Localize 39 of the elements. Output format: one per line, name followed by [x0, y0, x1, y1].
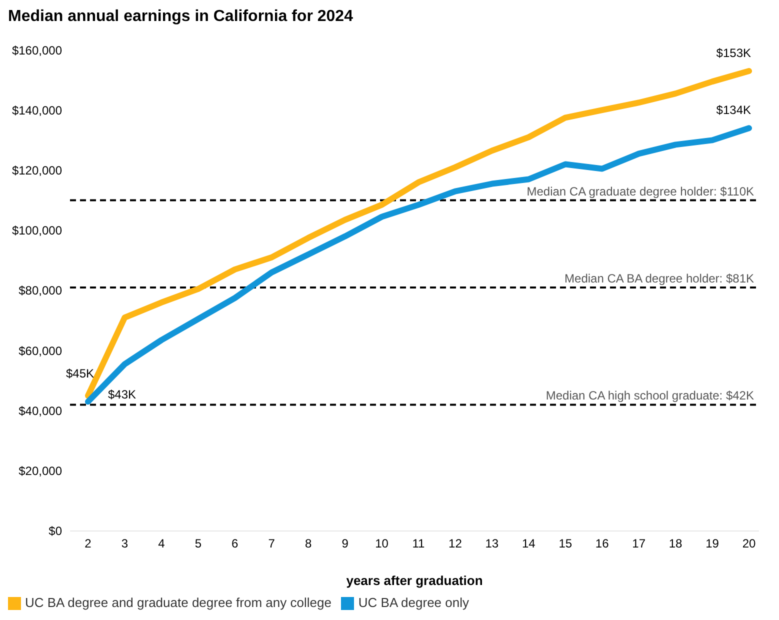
y-tick-label: $60,000 [18, 344, 62, 358]
x-tick-label: 2 [84, 536, 92, 550]
x-tick-label: 20 [742, 536, 756, 550]
x-tick-label: 4 [158, 536, 166, 550]
x-tick-label: 7 [268, 536, 276, 550]
x-tick-label: 12 [448, 536, 462, 550]
chart-title: Median annual earnings in California for 2024 [8, 8, 354, 26]
data-label: $43K [108, 388, 136, 402]
data-label: $153K [716, 46, 751, 60]
x-tick-label: 16 [595, 536, 610, 550]
ref-line-label: Median CA BA degree holder: $81K [564, 271, 754, 286]
y-tick-label: $140,000 [12, 103, 62, 118]
y-tick-label: $40,000 [18, 404, 62, 418]
y-tick-label: $80,000 [18, 284, 62, 298]
y-tick-label: $0 [48, 524, 62, 538]
x-tick-label: 10 [375, 536, 389, 550]
x-tick-label: 8 [304, 536, 312, 550]
x-axis-title: years after graduation [346, 572, 483, 588]
x-tick-label: 11 [412, 536, 426, 550]
y-tick-label: $20,000 [18, 464, 62, 478]
x-tick-label: 15 [558, 536, 572, 550]
x-tick-label: 5 [194, 536, 202, 550]
x-tick-label: 13 [485, 536, 499, 550]
x-tick-label: 6 [232, 536, 239, 550]
y-tick-label: $100,000 [12, 224, 62, 238]
x-tick-label: 19 [706, 536, 720, 550]
x-tick-label: 9 [342, 536, 349, 550]
data-label: $134K [716, 103, 751, 118]
x-tick-label: 18 [668, 536, 683, 550]
x-tick-label: 3 [121, 536, 128, 550]
data-label: $45K [66, 366, 94, 381]
y-tick-label: $160,000 [12, 43, 62, 58]
ref-line-label: Median CA high school graduate: $42K [546, 388, 754, 403]
x-tick-label: 14 [522, 536, 536, 550]
y-tick-label: $120,000 [12, 163, 62, 178]
ref-line-label: Median CA graduate degree holder: $110K [526, 184, 754, 198]
legend-label: UC BA degree and graduate degree from any college [25, 594, 332, 610]
legend-label: UC BA degree only [358, 594, 469, 610]
x-tick-label: 17 [632, 536, 646, 550]
